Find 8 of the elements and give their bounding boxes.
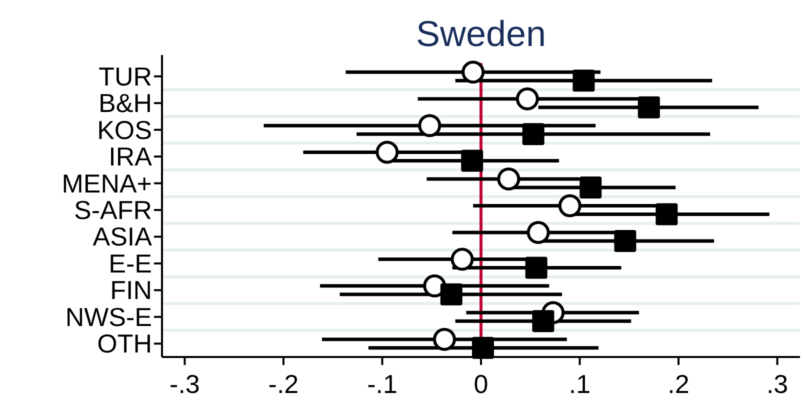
x-tick-label: -.3 (170, 369, 200, 399)
x-tick-label: 0 (474, 369, 488, 399)
x-tick-label: .3 (766, 369, 788, 399)
x-tick-label: -.2 (268, 369, 299, 399)
x-tick-label: -.1 (367, 369, 398, 399)
chart-title: Sweden (416, 13, 546, 54)
x-tick-label: .2 (668, 369, 690, 399)
x-tick-label: .1 (568, 369, 591, 399)
